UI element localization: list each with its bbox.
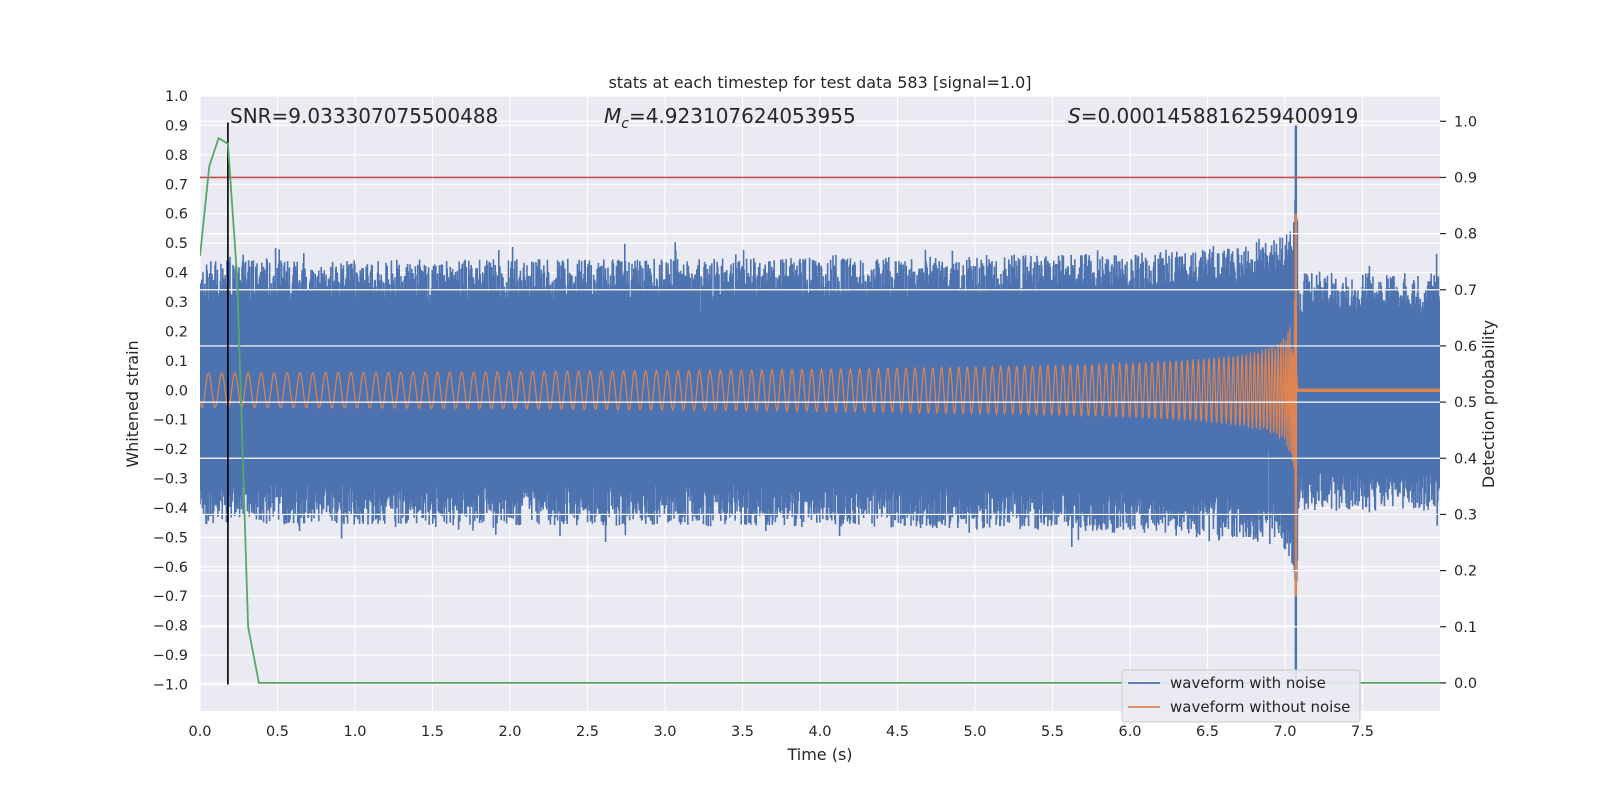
- x-tick-label: 6.5: [1196, 724, 1219, 740]
- x-tick-label: 0.5: [266, 724, 289, 740]
- s-value: =0.0001458816259400919: [1081, 104, 1359, 128]
- x-tick-label: 6.0: [1118, 724, 1141, 740]
- y-tick-label-right: 0.9: [1454, 170, 1477, 186]
- y-tick-label-left: −0.8: [153, 619, 188, 635]
- x-tick-label: 4.5: [886, 724, 909, 740]
- y-tick-label-left: 0.2: [165, 324, 188, 340]
- y-tick-label-right: 0.2: [1454, 564, 1477, 580]
- y-tick-label-right: 0.0: [1454, 676, 1477, 692]
- mc-value: =4.923107624053955: [629, 104, 856, 128]
- x-tick-label: 0.0: [188, 724, 211, 740]
- y-axis-title-right: Detection probability: [1479, 320, 1498, 488]
- s-symbol: S: [1068, 104, 1081, 128]
- y-axis-title-left: Whitened strain: [123, 340, 142, 467]
- mc-subscript: c: [621, 116, 629, 132]
- x-tick-label: 5.0: [963, 724, 986, 740]
- y-tick-label-right: 0.4: [1454, 451, 1477, 467]
- s-annotation: S=0.0001458816259400919: [1068, 104, 1358, 128]
- y-tick-label-left: 0.9: [165, 118, 188, 134]
- y-tick-label-left: 0.3: [165, 295, 188, 311]
- x-tick-label: 3.0: [653, 724, 676, 740]
- y-tick-label-left: −0.3: [153, 472, 188, 488]
- y-tick-label-left: −0.6: [153, 560, 188, 576]
- x-tick-label: 1.5: [421, 724, 444, 740]
- y-tick-label-right: 0.3: [1454, 507, 1477, 523]
- legend: waveform with noise waveform without noi…: [1121, 669, 1361, 723]
- axis-layer: 0.0 0.5 1.0 1.5 2.0 2.5 3.0 3.5 4.0 4.5 5.0 5.5 6.0 6…: [153, 89, 1477, 740]
- y-tick-label-left: −0.5: [153, 530, 188, 546]
- y-tick-label-right: 1.0: [1454, 114, 1477, 130]
- y-tick-label-right: 0.8: [1454, 227, 1477, 243]
- y-tick-label-right: 0.5: [1454, 395, 1477, 411]
- x-tick-label: 1.0: [343, 724, 366, 740]
- series-layer: [200, 120, 1440, 685]
- legend-box: [1121, 669, 1361, 723]
- y-tick-label-left: −1.0: [153, 678, 188, 694]
- y-tick-label-right: 0.7: [1454, 283, 1477, 299]
- y-tick-label-left: 0.4: [165, 266, 188, 282]
- x-axis-title: Time (s): [786, 745, 852, 764]
- y-tick-label-right: 0.6: [1454, 339, 1477, 355]
- y-tick-label-left: 0.5: [165, 236, 188, 252]
- y-tick-label-left: 0.8: [165, 148, 188, 164]
- snr-annotation: SNR=9.033307075500488: [230, 104, 498, 128]
- x-tick-label: 7.0: [1273, 724, 1296, 740]
- legend-label-noise: waveform with noise: [1170, 674, 1326, 692]
- y-tick-label-left: −0.4: [153, 501, 188, 517]
- x-tick-label: 7.5: [1351, 724, 1374, 740]
- x-tick-label: 5.5: [1041, 724, 1064, 740]
- series-detection-probability: [200, 136, 1440, 684]
- y-tick-label-left: 0.6: [165, 207, 188, 223]
- x-tick-label: 2.5: [576, 724, 599, 740]
- x-tick-label: 2.0: [498, 724, 521, 740]
- series-waveform-without-noise: [200, 299, 1440, 493]
- y-tick-label-left: −0.9: [153, 648, 188, 664]
- y-tick-label-left: 0.0: [165, 383, 188, 399]
- y-tick-label-left: 0.7: [165, 177, 188, 193]
- legend-label-clean: waveform without noise: [1170, 698, 1350, 716]
- y-tick-label-left: −0.2: [153, 442, 188, 458]
- clean-ringdown-band: [1295, 388, 1440, 393]
- y-tick-label-left: 0.1: [165, 354, 188, 370]
- y-tick-label-right: 0.1: [1454, 620, 1477, 636]
- x-tick-label: 4.0: [808, 724, 831, 740]
- x-tick-label: 3.5: [731, 724, 754, 740]
- mc-annotation: Mc=4.923107624053955: [604, 104, 856, 132]
- y-tick-label-left: 1.0: [165, 89, 188, 105]
- mc-symbol: M: [604, 104, 621, 128]
- y-tick-label-left: −0.1: [153, 413, 188, 429]
- y-tick-label-left: −0.7: [153, 589, 188, 605]
- chart-title: stats at each timestep for test data 583…: [608, 73, 1031, 92]
